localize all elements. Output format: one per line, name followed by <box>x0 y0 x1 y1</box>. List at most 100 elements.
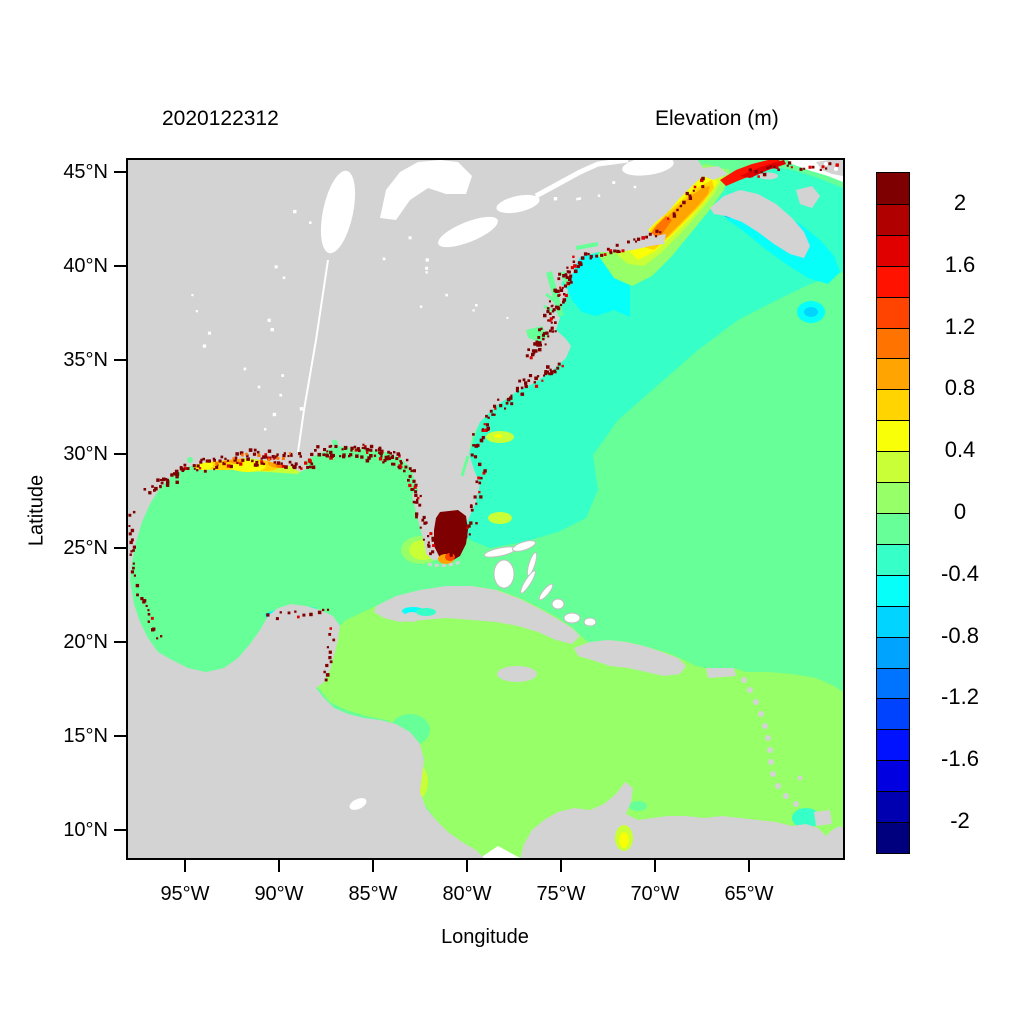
speckle-dot <box>282 276 286 280</box>
speckle-dot <box>419 494 422 498</box>
speckle-dot <box>589 254 593 259</box>
speckle-dot <box>559 288 564 292</box>
speckle-dot <box>232 457 235 460</box>
patch-cartagena-green <box>629 801 647 811</box>
speckle-dot <box>432 544 435 547</box>
speckle-dot <box>328 633 332 636</box>
speckle-dot <box>516 390 519 393</box>
speckle-dot <box>479 438 484 443</box>
speckle-dot <box>196 464 200 468</box>
speckle-dot <box>543 374 546 377</box>
speckle-dot <box>387 450 391 454</box>
speckle-dot <box>550 372 553 376</box>
speckle-dot <box>545 331 549 335</box>
speckle-dot <box>425 521 428 524</box>
speckle-dot <box>241 458 245 462</box>
speckle-dot <box>264 455 268 459</box>
speckle-dot <box>281 457 285 460</box>
speckle-dot <box>506 397 511 402</box>
y-tick-mark <box>114 829 126 831</box>
speckle-dot <box>568 270 571 274</box>
speckle-dot <box>414 493 418 497</box>
speckle-dot <box>667 217 670 220</box>
colorbar-cell <box>877 482 909 513</box>
speckle-dot <box>429 552 432 556</box>
speckle-dot <box>549 368 552 371</box>
speckle-dot <box>773 165 776 169</box>
speckle-dot <box>528 374 533 378</box>
speckle-dot <box>493 404 497 408</box>
speckle-dot <box>534 349 538 353</box>
speckle-dot <box>633 185 637 189</box>
speckle-dot <box>548 312 552 315</box>
speckle-dot <box>362 443 365 446</box>
speckle-dot <box>589 257 592 260</box>
speckle-dot <box>200 458 203 462</box>
speckle-dot <box>550 326 554 330</box>
speckle-dot <box>485 423 489 427</box>
land-cuba <box>374 586 580 644</box>
speckle-dot <box>364 445 367 448</box>
speckle-dot <box>304 461 308 465</box>
speckle-dot <box>573 269 578 274</box>
speckle-dot <box>128 532 132 536</box>
speckle-dot <box>366 451 369 454</box>
speckle-dot <box>413 485 417 489</box>
y-tick-mark <box>114 453 126 455</box>
speckle-dot <box>294 462 298 466</box>
land-isla-juventud <box>404 612 420 622</box>
speckle-dot <box>659 231 662 234</box>
speckle-dot <box>431 536 435 540</box>
speckle-dot <box>226 459 230 462</box>
speckle-dot <box>769 165 772 168</box>
speckle-dot <box>828 162 832 166</box>
speckle-dot <box>470 504 473 507</box>
speckle-dot <box>499 404 503 408</box>
speckle-dot <box>272 412 277 417</box>
speckle-dot <box>283 452 286 455</box>
speckle-dot <box>253 448 257 452</box>
speckle-dot <box>410 488 414 491</box>
nodata-nf-dot1 <box>824 162 828 166</box>
colorbar-cell <box>877 265 909 297</box>
speckle-dot <box>612 181 616 184</box>
speckle-dot <box>299 407 304 411</box>
colorbar-tick-label: 0.8 <box>944 375 976 401</box>
speckle-dot <box>518 379 522 383</box>
colorbar-tick-label: 1.6 <box>944 251 976 277</box>
speckle-dot <box>557 294 560 297</box>
nodata-nf-dot2 <box>834 167 838 171</box>
speckle-dot <box>306 466 309 469</box>
speckle-dot <box>329 444 333 448</box>
speckle-dot <box>382 461 385 464</box>
colorbar-cell <box>877 173 909 204</box>
speckle-dot <box>160 481 164 485</box>
speckle-dot <box>361 446 364 449</box>
speckle-dot <box>284 465 288 469</box>
speckle-dot <box>281 374 284 377</box>
speckle-dot <box>273 461 276 464</box>
speckle-dot <box>540 327 543 330</box>
speckle-dot <box>325 663 329 668</box>
speckle-dot <box>172 472 176 475</box>
speckle-dot <box>572 260 576 263</box>
speckle-dot <box>554 290 558 293</box>
speckle-dot <box>311 465 316 470</box>
speckle-dot <box>294 610 297 613</box>
speckle-dot <box>135 583 140 588</box>
speckle-dot <box>539 343 542 347</box>
speckle-dot <box>472 309 475 312</box>
speckle-dot <box>387 455 390 458</box>
y-axis-title: Latitude <box>25 474 48 547</box>
speckle-dot <box>821 165 825 169</box>
speckle-dot <box>193 467 196 470</box>
speckle-dot <box>260 461 264 465</box>
speckle-dot <box>486 426 490 431</box>
speckle-dot <box>344 447 347 450</box>
speckle-dot <box>132 549 135 552</box>
speckle-dot <box>679 204 683 208</box>
speckle-dot <box>414 501 417 504</box>
speckle-dot <box>309 465 312 469</box>
x-tick-label: 90°W <box>254 883 304 905</box>
gulf-of-st-lawrence-white <box>622 160 674 176</box>
